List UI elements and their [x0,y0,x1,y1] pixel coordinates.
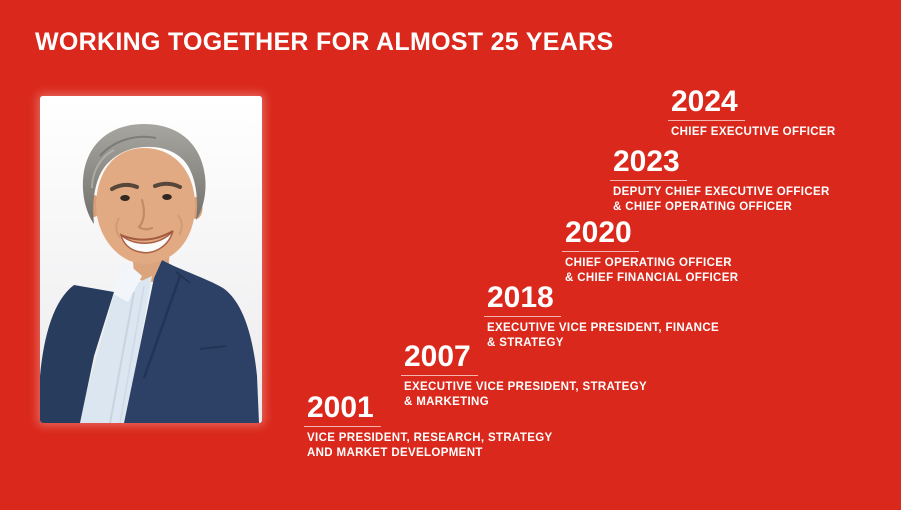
timeline-role: CHIEF EXECUTIVE OFFICER [671,125,836,140]
timeline-year-underline [610,180,687,181]
timeline-role-line: CHIEF EXECUTIVE OFFICER [671,126,836,138]
timeline-entry-2018: 2018 EXECUTIVE VICE PRESIDENT, FINANCE &… [484,281,719,351]
timeline-role-line: & STRATEGY [487,337,564,349]
timeline-role: EXECUTIVE VICE PRESIDENT, FINANCE & STRA… [487,321,719,351]
timeline-year: 2023 [613,145,680,178]
timeline-entry-2020: 2020 CHIEF OPERATING OFFICER & CHIEF FIN… [562,216,738,286]
timeline-role-line: & CHIEF OPERATING OFFICER [613,201,793,213]
timeline-entry-2007: 2007 EXECUTIVE VICE PRESIDENT, STRATEGY … [401,340,647,410]
timeline-role: VICE PRESIDENT, RESEARCH, STRATEGY AND M… [307,431,553,461]
timeline-year: 2001 [307,391,374,424]
timeline-year: 2018 [487,281,554,314]
timeline-role-line: & MARKETING [404,396,489,408]
timeline-role-line: DEPUTY CHIEF EXECUTIVE OFFICER [613,186,830,198]
timeline-role: CHIEF OPERATING OFFICER & CHIEF FINANCIA… [565,256,738,286]
portrait-head [82,124,206,264]
timeline-role-line: AND MARKET DEVELOPMENT [307,447,483,459]
timeline-role-line: EXECUTIVE VICE PRESIDENT, STRATEGY [404,381,648,393]
timeline-year: 2020 [565,216,632,249]
slide-title: WORKING TOGETHER FOR ALMOST 25 YEARS [35,28,614,56]
timeline-role-line: CHIEF OPERATING OFFICER [565,257,732,269]
timeline-role: DEPUTY CHIEF EXECUTIVE OFFICER & CHIEF O… [613,185,830,215]
timeline-year: 2024 [671,85,738,118]
portrait-body [40,244,259,423]
timeline-role-line: & CHIEF FINANCIAL OFFICER [565,272,739,284]
timeline-entry-2001: 2001 VICE PRESIDENT, RESEARCH, STRATEGY … [304,391,553,461]
timeline-role-line: VICE PRESIDENT, RESEARCH, STRATEGY [307,432,553,444]
timeline-role-line: EXECUTIVE VICE PRESIDENT, FINANCE [487,322,720,334]
timeline-entry-2023: 2023 DEPUTY CHIEF EXECUTIVE OFFICER & CH… [610,145,830,215]
timeline-year-underline [304,426,381,427]
timeline-year-underline [668,120,745,121]
timeline-year-underline [401,375,478,376]
portrait-illustration [40,96,262,423]
timeline-year-underline [484,316,561,317]
timeline-year-underline [562,251,639,252]
executive-portrait-photo [40,96,262,423]
timeline-entry-2024: 2024 CHIEF EXECUTIVE OFFICER [668,85,836,140]
timeline-year: 2007 [404,340,471,373]
timeline-role: EXECUTIVE VICE PRESIDENT, STRATEGY & MAR… [404,380,647,410]
